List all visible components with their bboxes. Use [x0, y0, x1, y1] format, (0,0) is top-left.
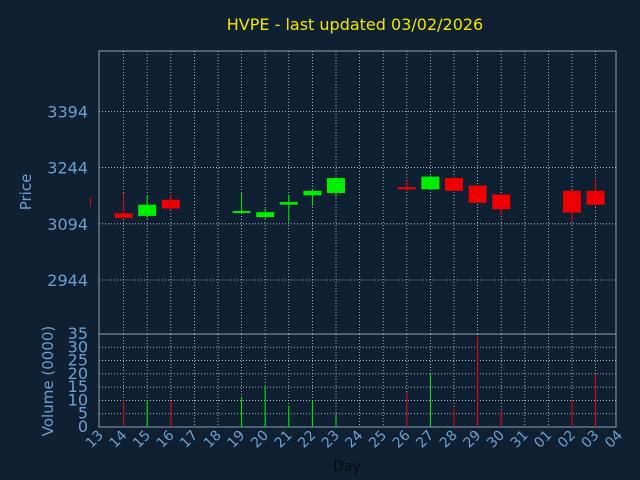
- volume-bars: [123, 336, 597, 427]
- volume-tick-label: 10: [68, 390, 88, 409]
- candle: [138, 196, 157, 218]
- volume-tick-label: 35: [68, 324, 88, 343]
- candle-body: [138, 204, 157, 216]
- candle: [445, 177, 463, 191]
- candle-body: [563, 190, 581, 213]
- candle-body: [232, 211, 251, 214]
- price-axis: 2944 3094 3244 3394: [47, 102, 88, 290]
- candle: [279, 194, 298, 222]
- candle: [397, 179, 416, 191]
- candle: [303, 188, 322, 206]
- chart-title: HVPE - last updated 03/02/2026: [227, 15, 483, 34]
- candle: [161, 194, 180, 211]
- volume-tick-label: 0: [78, 417, 88, 436]
- volume-panel-frame: [98, 333, 617, 428]
- candle: [421, 175, 440, 190]
- volume-tick-label: 30: [68, 337, 88, 356]
- volume-axis-label: Volume (0000): [39, 326, 57, 436]
- price-tick-label: 3094: [47, 215, 88, 234]
- candle: [327, 178, 345, 198]
- candle: [563, 190, 581, 222]
- price-tick-label: 2944: [47, 271, 88, 290]
- price-tick-label: 3244: [47, 159, 88, 178]
- candle-body: [161, 199, 180, 209]
- price-tick-label: 3394: [47, 102, 88, 121]
- candle: [114, 193, 133, 218]
- price-axis-label: Price: [17, 174, 35, 211]
- volume-tick-label: 5: [78, 404, 88, 423]
- candle-body: [468, 185, 487, 203]
- candle-body: [421, 176, 440, 190]
- candle-body: [279, 202, 298, 205]
- volume-tick-label: 15: [68, 377, 88, 396]
- x-axis-label: Day: [333, 459, 361, 475]
- candle-body: [303, 190, 322, 196]
- candle-body: [492, 194, 511, 210]
- volume-tick-label: 20: [68, 364, 88, 383]
- candle-body: [114, 213, 133, 218]
- candle-body: [397, 187, 416, 190]
- candle-body: [256, 212, 275, 218]
- candle-body: [586, 190, 605, 205]
- candle: [468, 185, 487, 203]
- candle: [232, 193, 251, 215]
- candle: [586, 179, 605, 207]
- candles: [90, 175, 605, 222]
- candle-body: [327, 178, 345, 194]
- candle-body: [445, 178, 463, 191]
- volume-tick-label: 25: [68, 351, 88, 370]
- candle: [256, 208, 275, 219]
- candle: [492, 194, 511, 215]
- x-axis: 13 14 15 16 17 18 19 20 21 22 23 24 25 26 27 28 29 30 31 01…: [83, 427, 626, 451]
